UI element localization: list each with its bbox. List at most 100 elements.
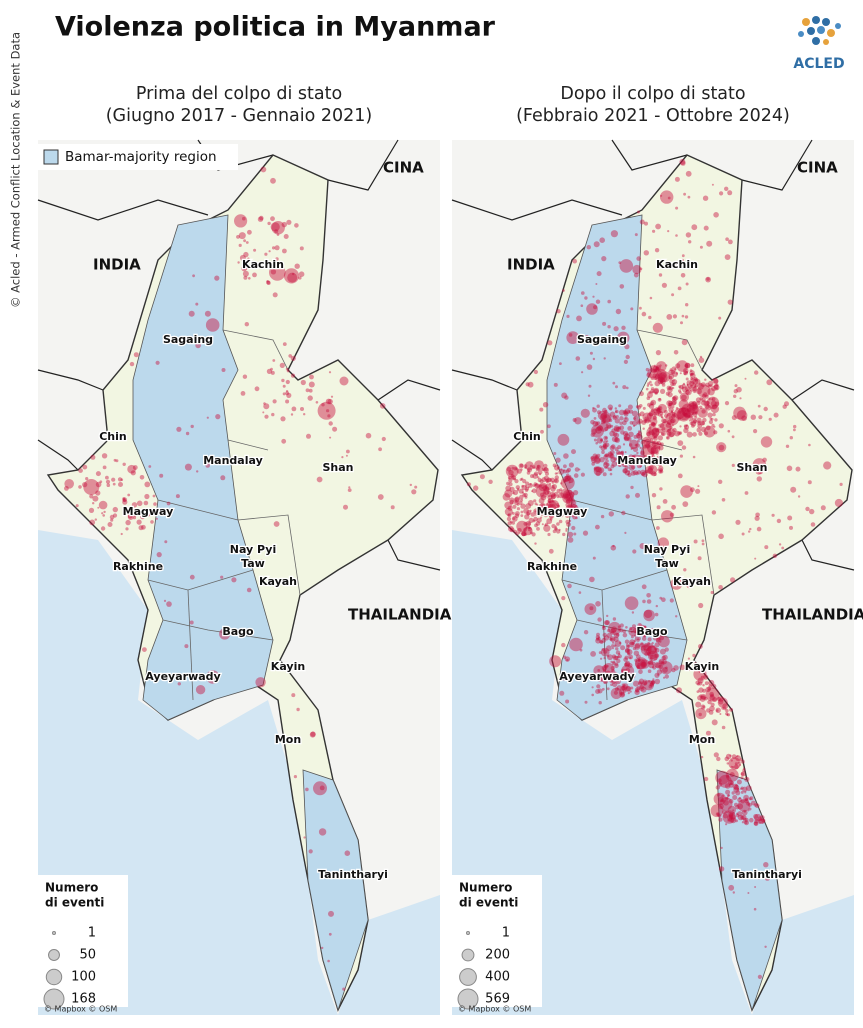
event-dot — [513, 466, 518, 471]
event-dot — [560, 475, 575, 490]
event-dot — [680, 485, 693, 498]
event-dot — [519, 478, 523, 481]
event-dot — [100, 526, 106, 531]
event-dot — [730, 817, 733, 820]
event-dot — [668, 375, 673, 380]
event-dot — [642, 636, 647, 641]
event-dot — [550, 494, 556, 500]
event-dot — [630, 307, 634, 311]
event-dot — [525, 503, 532, 509]
event-dot — [624, 417, 627, 420]
event-dot — [521, 491, 524, 494]
event-dot — [653, 387, 660, 394]
event-dot — [574, 417, 582, 425]
event-dot — [631, 611, 635, 614]
event-dot — [263, 402, 266, 405]
event-dot — [538, 497, 545, 504]
event-dot — [644, 651, 649, 657]
event-dot — [823, 461, 832, 470]
event-dot — [692, 653, 696, 658]
event-dot — [643, 632, 647, 636]
event-dot — [665, 666, 668, 670]
event-dot — [749, 817, 754, 823]
event-dot — [643, 625, 647, 630]
event-dot — [624, 408, 631, 415]
event-dot — [671, 424, 674, 427]
event-dot — [590, 419, 595, 425]
event-dot — [655, 350, 661, 356]
event-dot — [94, 518, 97, 521]
event-dots — [64, 166, 418, 991]
country-label: THAILANDIA — [762, 606, 863, 624]
event-dot — [266, 280, 269, 283]
event-dot — [689, 415, 694, 420]
event-dot — [648, 429, 654, 436]
event-dot — [327, 959, 330, 963]
event-dot — [609, 468, 613, 472]
event-dot — [511, 475, 517, 481]
event-dot — [744, 491, 749, 495]
event-dot — [632, 549, 637, 554]
event-dot — [661, 432, 665, 436]
event-dot — [656, 369, 667, 380]
event-dot — [634, 657, 648, 670]
region-label: Kayin — [685, 660, 719, 673]
event-dot — [298, 276, 302, 280]
event-dot — [647, 464, 658, 475]
event-dot — [684, 385, 690, 391]
event-dot — [748, 530, 751, 533]
event-dot — [635, 433, 641, 439]
event-dot — [737, 811, 743, 817]
event-dot — [543, 489, 549, 496]
event-dot — [141, 524, 146, 530]
event-dot — [754, 886, 757, 888]
event-dot — [605, 670, 611, 676]
event-dot — [558, 528, 561, 531]
event-dot — [220, 575, 224, 579]
event-dot — [702, 705, 705, 709]
event-dot — [707, 699, 712, 705]
event-dot — [654, 380, 661, 387]
event-dot — [639, 642, 645, 648]
event-dot — [729, 707, 733, 712]
event-dot — [650, 387, 655, 391]
event-dot — [603, 444, 607, 448]
event-dot — [595, 457, 601, 463]
event-dot — [89, 494, 94, 499]
event-dot — [609, 411, 616, 417]
event-dot — [221, 368, 226, 372]
event-dot — [760, 815, 765, 820]
event-dot — [546, 500, 557, 510]
event-dot — [719, 191, 724, 196]
event-dot — [679, 158, 686, 165]
event-dot — [653, 364, 656, 367]
event-dot — [636, 463, 642, 469]
event-dot — [502, 493, 511, 501]
event-dot — [633, 434, 638, 439]
event-dot — [651, 432, 655, 436]
event-dot — [511, 502, 514, 505]
event-dot — [543, 475, 549, 481]
event-dot — [613, 326, 619, 332]
event-dot — [617, 628, 621, 631]
event-dot — [247, 257, 250, 260]
event-dot — [655, 366, 660, 371]
event-dot — [623, 416, 629, 423]
event-dot — [590, 424, 604, 438]
event-dot — [642, 412, 652, 422]
event-dot — [553, 492, 559, 497]
event-dot — [641, 471, 648, 478]
event-dot — [653, 459, 660, 466]
event-dot — [563, 655, 567, 659]
size-legend-value: 569 — [485, 992, 510, 1007]
event-dot — [531, 532, 536, 537]
event-dot — [741, 809, 748, 816]
sea — [338, 895, 440, 1015]
event-dot — [521, 484, 524, 488]
event-dot — [744, 797, 749, 802]
event-dot — [615, 409, 619, 414]
event-dot — [721, 725, 726, 730]
event-dot — [554, 525, 557, 528]
event-dot — [560, 507, 566, 514]
event-dot — [667, 387, 673, 393]
